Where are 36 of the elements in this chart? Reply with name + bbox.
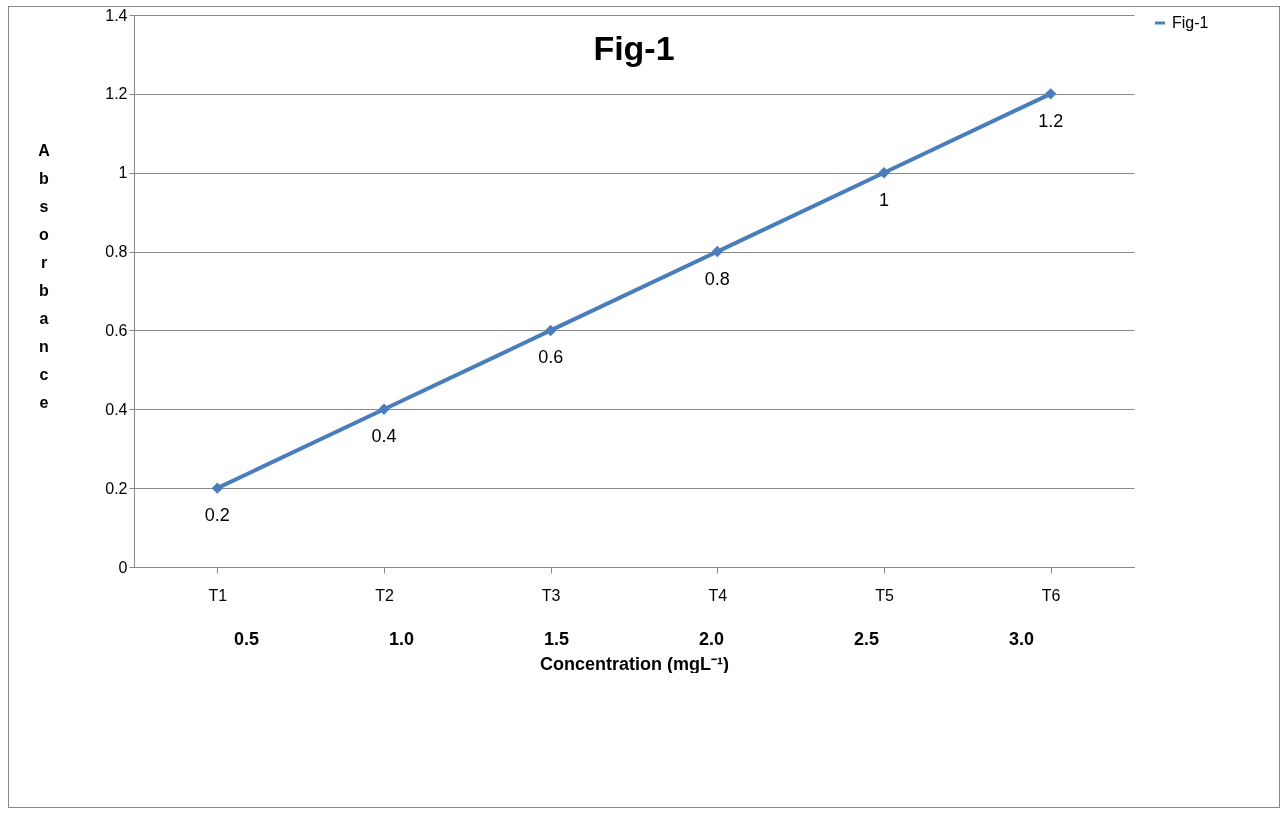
- text: 0.5: [234, 629, 260, 650]
- data-label: 1: [878, 189, 890, 210]
- text: 1.5: [543, 629, 569, 650]
- chart-title: Fig-1: [593, 29, 675, 67]
- y-tick-label: 0: [118, 558, 128, 576]
- x-tick-label: T2: [375, 586, 394, 604]
- data-label: 0.6: [538, 347, 564, 368]
- text: 2.0: [698, 629, 724, 650]
- y-tick-label: 1.4: [105, 6, 128, 24]
- y-tick-label: 0.2: [105, 479, 128, 497]
- text: 2.5: [853, 629, 879, 650]
- y-tick-label: 0.4: [105, 400, 128, 418]
- y-tick-label: 1.2: [105, 85, 128, 103]
- x-tick-label: T3: [541, 586, 561, 604]
- text: 3.0: [1008, 629, 1034, 650]
- point: [1044, 88, 1057, 100]
- x-axis-title: Concentration (mgL⁻¹): [540, 653, 729, 674]
- x-tick-label: T1: [208, 586, 228, 604]
- data-label: 0.4: [371, 426, 397, 447]
- y-tick-label: 0.8: [105, 243, 128, 261]
- text: Absorbance: [38, 142, 50, 411]
- data-label: 1.2: [1038, 110, 1064, 131]
- point: [878, 167, 890, 179]
- point: [711, 245, 724, 258]
- point: [211, 482, 224, 494]
- data-label: 0.8: [704, 268, 730, 289]
- x-tick-label: T5: [875, 586, 894, 604]
- y-tick-label: 1: [118, 164, 128, 182]
- point: [544, 324, 557, 337]
- y-tick-label: 0.6: [105, 321, 128, 339]
- point: [378, 403, 390, 415]
- x-tick-label: T4: [708, 586, 728, 604]
- text: 1.0: [388, 629, 415, 650]
- legend-label: Fig-1: [1172, 14, 1209, 31]
- x-tick-label: T6: [1041, 586, 1061, 604]
- data-label: 0.2: [204, 505, 230, 526]
